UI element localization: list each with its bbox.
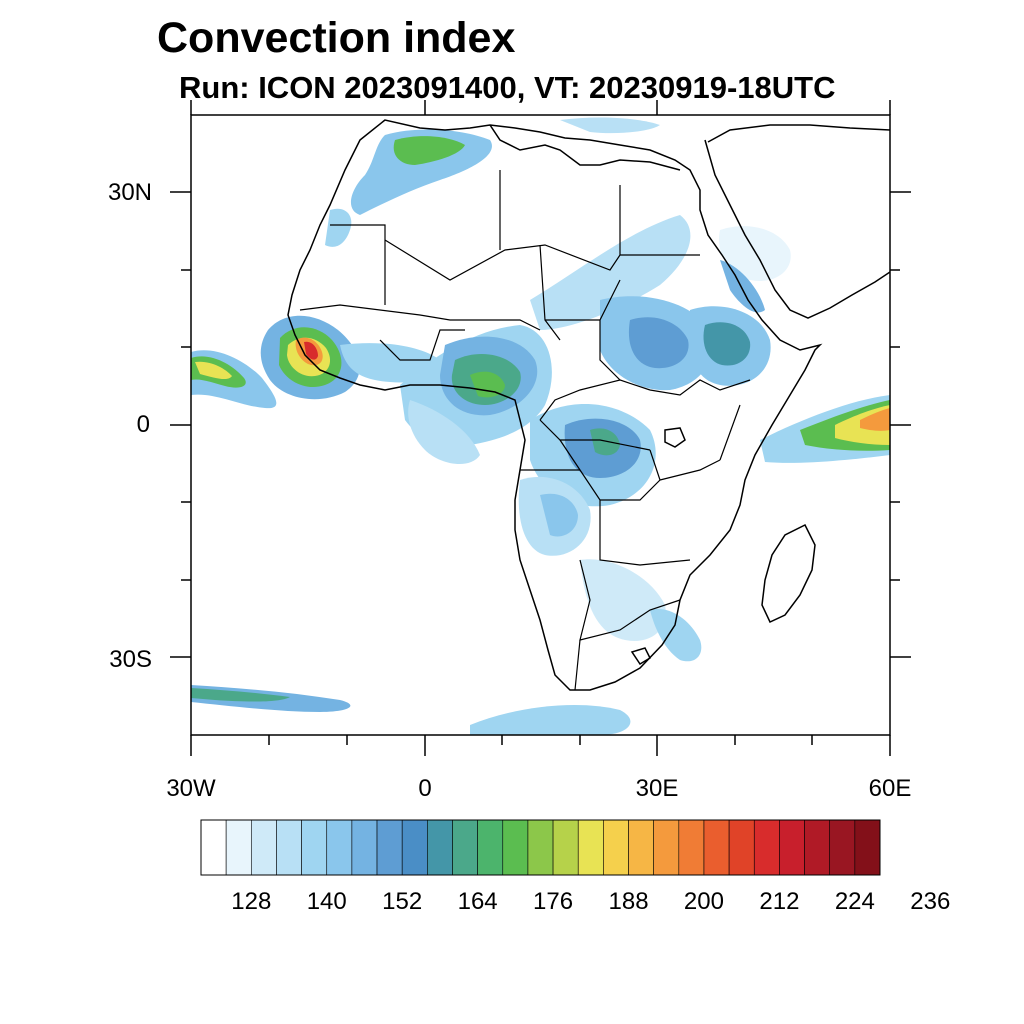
x-tick-label-60e: 60E [868,775,912,802]
colorbar-tick-label: 152 [382,888,423,915]
field-blob-western-sahara [325,208,352,247]
colorbar-swatch [326,819,353,876]
arabia-coastline [704,124,890,319]
colorbar-swatch [728,819,755,876]
axis-ticks [170,100,911,756]
colorbar [200,819,881,876]
coastlines [287,119,890,691]
madagascar-coastline [761,523,816,623]
colorbar-swatch [276,819,302,876]
colorbar-swatch [301,819,328,876]
x-tick-label-30w: 30W [166,775,216,802]
colorbar-swatch [376,819,403,876]
field-blob-north-med [560,117,660,134]
field-blob-angola-core [540,493,578,537]
y-ticks-left-major [170,191,191,658]
colorbar-swatch [753,819,780,876]
colorbar-swatch [452,819,478,876]
colorbar-swatch [603,819,629,876]
colorbar-swatch [628,819,654,876]
colorbar-tick-label: 188 [608,888,649,915]
field-blob-sudan-core [628,317,689,369]
y-ticks-right-minor [890,269,900,581]
x-tick-label-30e: 30E [635,775,679,802]
y-tick-label-30n: 30N [107,179,152,206]
colorbar-swatch [477,819,504,876]
field-blob-mozambique [650,609,702,662]
y-tick-label-0: 0 [136,411,150,438]
colorbar-swatch [703,819,730,876]
field-blob-sahel-band [530,215,691,330]
convection-field [191,117,890,735]
x-tick-label-0: 0 [418,775,432,802]
field-blob-south-cape [470,705,631,735]
colorbar-swatch [427,819,453,876]
colorbar-swatch [351,819,378,876]
colorbar-tick-label: 224 [834,888,875,915]
country-borders [299,170,751,691]
y-ticks-right-major [890,191,911,658]
field-blob-morocco-core [393,136,465,165]
colorbar-tick-label: 128 [231,888,272,915]
cape-island [630,647,651,666]
colorbar-swatch [577,819,604,876]
colorbar-tick-label: 236 [910,888,951,915]
x-ticks-top [190,100,891,115]
y-ticks-left-minor [181,269,191,581]
x-ticks-bottom-major [190,735,891,756]
colorbar-swatch [552,819,579,876]
africa-coastline [287,119,823,691]
colorbar-swatch [779,819,805,876]
colorbar-swatch [678,819,705,876]
colorbar-tick-label: 212 [759,888,800,915]
lake-victoria [664,427,686,448]
field-blob-red-sea [720,260,765,313]
colorbar-swatch [225,819,252,876]
colorbar-tick-label: 200 [683,888,724,915]
field-blob-gulf-guinea [408,400,480,465]
field-blob-ethiopia-core [703,322,751,366]
chart-subtitle: Run: ICON 2023091400, VT: 20230919-18UTC [179,70,836,105]
colorbar-tick-label: 140 [306,888,347,915]
colorbar-swatch [854,819,881,876]
field-blob-south-atlantic [191,685,351,712]
colorbar-swatch [502,819,529,876]
colorbar-swatch [653,819,680,876]
chart-title: Convection index [157,14,516,62]
field-blob-west-atlantic [191,350,277,409]
colorbar-swatch [250,819,277,876]
y-tick-label-30s: 30S [109,646,152,673]
field-blob-zambia [580,559,666,641]
x-ticks-bottom-minor [268,735,813,745]
colorbar-swatch [829,819,856,876]
colorbar-swatch [401,819,428,876]
field-blob-congo-green [590,428,620,456]
field-blob-arabia [719,226,791,281]
colorbar-swatch [200,819,227,876]
border-lines [299,170,751,691]
colorbar-frame [200,819,881,876]
colorbar-tick-label: 176 [533,888,574,915]
colorbar-tick-label: 164 [457,888,498,915]
mediterranean-coastline [489,124,681,171]
field-blob-indian-ocean [760,395,890,463]
colorbar-swatch [804,819,831,876]
colorbar-swatch [527,819,554,876]
